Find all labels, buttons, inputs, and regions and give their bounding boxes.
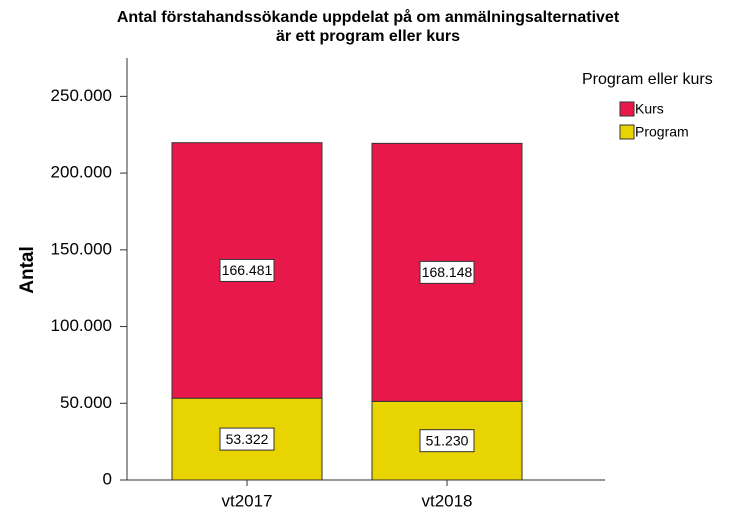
legend-title: Program eller kurs [582, 71, 713, 88]
chart-title: Antal förstahandssökande uppdelat på om … [117, 8, 620, 26]
legend-label: Program [635, 124, 689, 140]
y-tick-label: 200.000 [51, 163, 112, 182]
y-tick-label: 100.000 [51, 316, 112, 335]
value-label-box [419, 260, 475, 284]
y-axis-label: Antal [17, 246, 38, 294]
y-tick-label: 250.000 [51, 86, 112, 105]
legend-label: Kurs [635, 101, 664, 117]
x-tick-label: vt2018 [421, 491, 472, 510]
y-tick-label: 0 [103, 469, 112, 488]
value-label: 53.322 [226, 431, 269, 447]
value-label-box [419, 429, 475, 453]
x-tick-label: vt2017 [221, 491, 272, 510]
value-label-box [219, 258, 275, 282]
y-tick-label: 150.000 [51, 239, 112, 258]
chart-title: är ett program eller kurs [276, 28, 460, 45]
legend-swatch [619, 101, 635, 117]
legend-swatch [619, 124, 635, 140]
value-label: 168.148 [422, 264, 473, 280]
value-label: 166.481 [222, 262, 273, 278]
value-label-box [219, 427, 275, 451]
value-label: 51.230 [426, 432, 469, 448]
y-tick-label: 50.000 [60, 393, 112, 412]
